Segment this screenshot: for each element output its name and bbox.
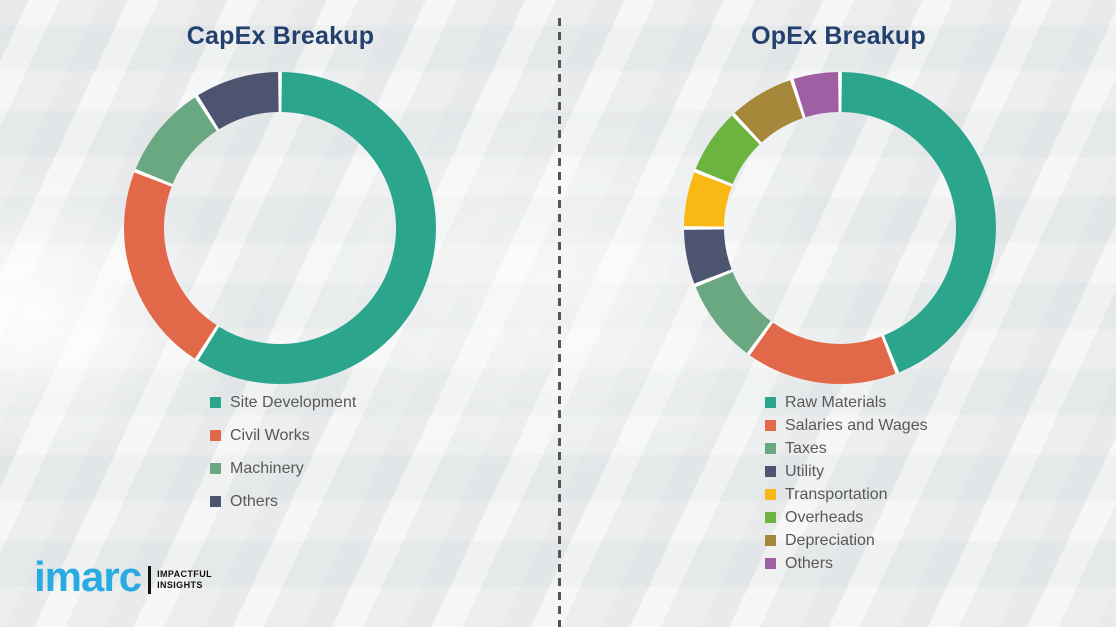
legend-item-raw-materials: Raw Materials	[765, 391, 928, 414]
legend-item-civil-works: Civil Works	[210, 419, 356, 452]
legend-item-taxes: Taxes	[765, 437, 928, 460]
legend-item-overheads: Overheads	[765, 506, 928, 529]
legend-swatch-taxes	[765, 443, 776, 454]
legend-swatch-depreciation	[765, 535, 776, 546]
legend-item-salaries-and-wages: Salaries and Wages	[765, 414, 928, 437]
legend-swatch-others	[210, 496, 221, 507]
legend-label: Transportation	[785, 485, 888, 503]
legend-swatch-civil-works	[210, 430, 221, 441]
capex-chart-title: CapEx Breakup	[186, 22, 375, 50]
legend-swatch-salaries-and-wages	[765, 420, 776, 431]
donut-segment-raw-materials	[684, 72, 996, 384]
legend-swatch-others	[765, 558, 776, 569]
donut-segment-civil-works	[124, 72, 436, 384]
legend-label: Raw Materials	[785, 393, 887, 411]
legend-swatch-raw-materials	[765, 397, 776, 408]
legend-item-others: Others	[210, 485, 356, 518]
donut-segment-salaries-and-wages	[684, 72, 996, 384]
imarc-tagline-line2: INSIGHTS	[157, 579, 203, 590]
legend-label: Others	[785, 554, 834, 572]
legend-swatch-overheads	[765, 512, 776, 523]
legend-label: Others	[230, 492, 279, 510]
opex-donut-chart	[684, 72, 996, 384]
legend-item-transportation: Transportation	[765, 483, 928, 506]
opex-legend: Raw Materials Salaries and Wages Taxes Util…	[765, 391, 928, 575]
opex-chart-title: OpEx Breakup	[751, 22, 926, 50]
imarc-logo-wordmark: imarc	[34, 553, 142, 600]
legend-label: Utility	[785, 462, 825, 480]
donut-segment-site-development	[124, 72, 436, 384]
legend-swatch-machinery	[210, 463, 221, 474]
capex-legend: Site Development Civil Works Machinery Othe…	[210, 386, 356, 518]
capex-donut-chart	[124, 72, 436, 384]
divider-dashed-line	[558, 18, 561, 627]
legend-swatch-utility	[765, 466, 776, 477]
imarc-logo: imarc IMPACTFUL INSIGHTS	[34, 553, 212, 600]
legend-item-site-development: Site Development	[210, 386, 356, 419]
legend-item-utility: Utility	[765, 460, 928, 483]
legend-item-depreciation: Depreciation	[765, 529, 928, 552]
legend-label: Civil Works	[230, 426, 310, 444]
legend-label: Site Development	[230, 393, 357, 411]
legend-label: Depreciation	[785, 531, 875, 549]
legend-label: Overheads	[785, 508, 864, 526]
legend-label: Salaries and Wages	[785, 416, 928, 434]
legend-label: Machinery	[230, 459, 304, 477]
imarc-tagline-line1: IMPACTFUL	[157, 568, 213, 579]
imarc-logo-tagline: IMPACTFUL INSIGHTS	[157, 569, 212, 592]
legend-swatch-site-development	[210, 397, 221, 408]
imarc-logo-divider-bar	[148, 565, 152, 594]
legend-item-machinery: Machinery	[210, 452, 356, 485]
legend-item-others: Others	[765, 552, 928, 575]
legend-swatch-transportation	[765, 489, 776, 500]
legend-label: Taxes	[785, 439, 827, 457]
